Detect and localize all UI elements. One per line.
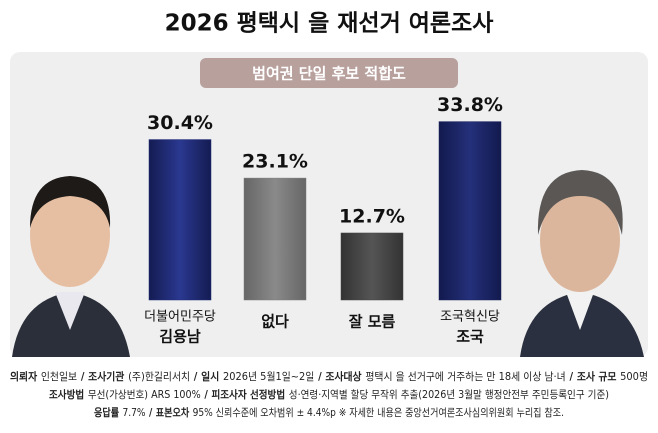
note-line: 의뢰자 인천일보/조사기관(주)한길리서치/일시 2026년 5월1일~2일/조사대… bbox=[10, 370, 648, 383]
note-label: 표본오차 bbox=[156, 406, 190, 419]
note-label: 조사대상 bbox=[325, 370, 362, 383]
note-label: 피조사자 선정방법 bbox=[211, 388, 285, 401]
note-text: (주)한길리서치 bbox=[128, 370, 190, 383]
bar bbox=[243, 177, 307, 301]
value-label: 12.7% bbox=[339, 205, 405, 227]
subtitle-banner bbox=[200, 58, 458, 88]
note-line: 응답률 7.7%/ 표본오차95% 신뢰수준에 오차범위 ± 4.4%p ※ 자세한… bbox=[94, 406, 564, 419]
note-separator: / bbox=[81, 371, 85, 383]
category-label: 잘 모름 bbox=[349, 313, 396, 331]
chart-title: 2026 평택시 을 재선거 여론조사 bbox=[165, 11, 494, 37]
note-text: 인천일보 bbox=[41, 370, 78, 383]
photo-right bbox=[520, 170, 644, 357]
category-label: 조국 bbox=[456, 328, 484, 346]
bar bbox=[438, 121, 502, 301]
note-label: 조사방법 bbox=[49, 388, 84, 401]
note-text: 500명 bbox=[620, 371, 648, 383]
value-label: 23.1% bbox=[242, 151, 308, 173]
category-label: 김용남 bbox=[159, 328, 201, 346]
category-label: 없다 bbox=[261, 313, 289, 331]
note-text: 2026년 5월1일~2일 bbox=[223, 370, 314, 383]
chart-subtitle: 범여권 단일 후보 적합도 bbox=[252, 65, 406, 83]
note-separator: / bbox=[204, 389, 208, 401]
note-text: 7.7% bbox=[123, 407, 146, 419]
party-label: 조국혁신당 bbox=[440, 310, 500, 325]
note-text: 평택시 을 선거구에 거주하는 만 18세 이상 남·녀 bbox=[365, 370, 565, 383]
note-line: 조사방법 무선(가상번호) ARS 100%/피조사자 선정방법 성·연령·지역별 … bbox=[49, 388, 609, 401]
notes: 의뢰자 인천일보/조사기관(주)한길리서치/일시 2026년 5월1일~2일/조사대… bbox=[10, 370, 648, 419]
bar bbox=[148, 139, 212, 301]
bar bbox=[340, 232, 404, 301]
note-label: 조사 규모 bbox=[577, 370, 617, 383]
value-label: 30.4% bbox=[147, 112, 213, 134]
value-label: 33.8% bbox=[437, 94, 503, 116]
note-separator: / bbox=[194, 371, 198, 383]
note-label: 응답률 bbox=[94, 407, 119, 419]
photo-left bbox=[12, 176, 130, 357]
note-text: 성·연령·지역별 할당 무작위 추출(2026년 3월말 행정안전부 주민등록인… bbox=[289, 388, 609, 401]
note-label: 의뢰자 bbox=[10, 370, 37, 383]
note-label: 조사기관 bbox=[88, 370, 125, 383]
note-separator: / bbox=[569, 371, 573, 383]
note-separator: / bbox=[318, 371, 322, 383]
note-separator: / bbox=[149, 407, 152, 419]
note-text: 무선(가상번호) ARS 100% bbox=[88, 389, 201, 401]
note-label: 일시 bbox=[201, 370, 219, 383]
party-label: 더불어민주당 bbox=[144, 310, 216, 325]
note-text: 95% 신뢰수준에 오차범위 ± 4.4%p ※ 자세한 내용은 중앙선거여론조… bbox=[193, 406, 564, 419]
